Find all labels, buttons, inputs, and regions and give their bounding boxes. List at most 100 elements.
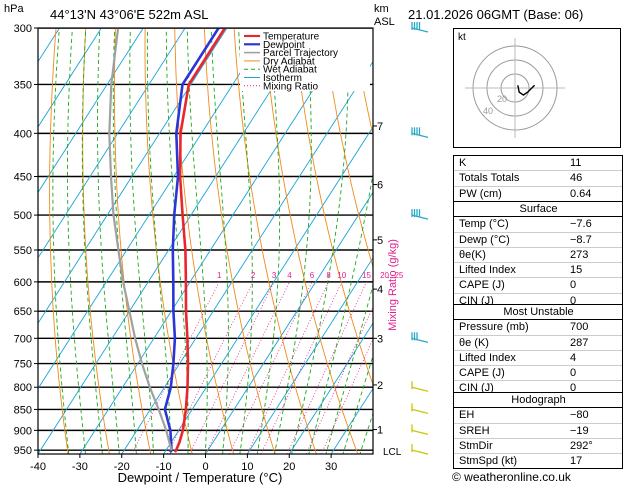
row-value: 292°: [570, 439, 593, 452]
wet-adiabat-line: [52, 28, 70, 454]
dry-adiabat-line: [322, 28, 373, 269]
wind-barb: [411, 444, 429, 455]
temp-tick-label: -30: [72, 461, 88, 473]
row-value: −80: [570, 409, 589, 422]
km-tick-label: 5: [377, 235, 383, 247]
hodograph-trace: [517, 84, 536, 96]
table-row: EH −80: [454, 408, 622, 424]
isotherm-line: [38, 28, 186, 259]
pressure-tick-label: 400: [14, 128, 32, 140]
mixing-ratio-label: 8: [326, 271, 331, 280]
wet-adiabat-line: [308, 171, 373, 454]
hodograph-rows: EH −80 SREH −19 StmDir 292° StmSpd (kt) 17: [454, 408, 622, 468]
mixing-ratio-line: [305, 306, 373, 454]
mixing-ratio-label: 4: [287, 271, 292, 280]
legend-entry: Parcel Trajectory: [263, 48, 338, 59]
parcel-trajectory-line: [108, 28, 173, 451]
row-label: Totals Totals: [459, 172, 520, 185]
mixing-ratio-line: [260, 281, 343, 454]
table-row: Pressure (mb) 700: [454, 320, 622, 336]
wind-barb: [411, 22, 429, 33]
row-value: 4: [570, 351, 577, 364]
table-row: CIN (J) 0: [454, 381, 622, 395]
surface-rows: Temp (°C) −7.6 Dewp (°C) −8.7 θe(K) 273 Lifted…: [454, 217, 622, 308]
wind-barb-staff: [411, 449, 429, 455]
mixing-ratio-label: 3: [272, 271, 277, 280]
wind-barb: [411, 332, 429, 343]
wet-adiabat-line: [165, 28, 189, 454]
most-unstable-table: Most Unstable Pressure (mb) 700 θe (K) 287 L…: [453, 304, 623, 397]
isotherm-line: [121, 60, 373, 454]
wind-barb: [411, 403, 429, 415]
hodograph-ring-label: 20: [497, 94, 507, 104]
mixing-ratio-line: [229, 281, 313, 454]
mixing-ratio-line: [205, 281, 290, 454]
wet-adiabat-line: [67, 28, 86, 454]
isotherm-line: [205, 191, 373, 454]
mixing-ratio-label: 2: [251, 271, 256, 280]
row-label: CIN (J): [459, 294, 494, 307]
wet-adiabat-line: [273, 28, 312, 454]
temp-tick-label: -20: [114, 461, 130, 473]
lcl-label: LCL: [383, 447, 402, 458]
hodograph-ring-label: 40: [483, 106, 493, 116]
mixing-ratio-line: [189, 281, 275, 454]
row-value: 273: [570, 248, 589, 261]
isotherm-line: [79, 28, 354, 454]
table-row: CAPE (J) 0: [454, 278, 622, 294]
km-tick-label: 2: [377, 380, 383, 392]
pressure-unit-label: hPa: [4, 3, 24, 15]
row-label: Temp (°C): [459, 218, 509, 231]
wet-adiabat-line: [256, 28, 281, 454]
temp-tick-label: -40: [30, 461, 46, 473]
stability-indices-table: K 11 Totals Totals 46 PW (cm) 0.64: [453, 155, 623, 202]
row-value: 0: [570, 367, 577, 380]
legend-entry: Wet Adiabat: [263, 65, 317, 76]
table-row: K 11: [454, 156, 622, 172]
pressure-tick-label: 950: [14, 445, 32, 457]
row-label: Pressure (mb): [459, 321, 529, 334]
legend-entry: Dry Adiabat: [263, 56, 315, 67]
row-label: Lifted Index: [459, 264, 516, 277]
temp-tick-label: 20: [283, 461, 295, 473]
mixing-ratio-label: 25: [394, 271, 403, 280]
mixing-ratio-line: [167, 281, 254, 454]
table-row: StmSpd (kt) 17: [454, 454, 622, 468]
legend-entry: Dewpoint: [263, 40, 305, 51]
isotherm-line: [288, 322, 373, 454]
row-value: 17: [570, 455, 583, 468]
indices-list: K 11 Totals Totals 46 PW (cm) 0.64: [454, 156, 622, 201]
wind-barb-staff: [411, 429, 429, 435]
table-row: StmDir 292°: [454, 439, 622, 455]
hodograph-table-title: Hodograph: [454, 393, 622, 409]
table-row: Lifted Index 4: [454, 351, 622, 367]
wet-adiabat-line: [81, 28, 103, 454]
hodograph-table: Hodograph EH −80 SREH −19 StmDir 292° StmSpd (…: [453, 392, 623, 470]
row-value: −8.7: [570, 233, 592, 246]
row-label: StmDir: [459, 439, 493, 452]
table-row: PW (cm) 0.64: [454, 187, 622, 201]
legend-box: [240, 29, 370, 91]
row-label: θe (K): [459, 336, 489, 349]
mixing-ratio-axis-label: Mixing Ratio (g/kg): [387, 239, 399, 331]
isotherm-line: [246, 256, 373, 454]
km-tick-label: 3: [377, 333, 383, 345]
pressure-tick-label: 750: [14, 359, 32, 371]
mixing-ratio-line: [246, 281, 329, 454]
mixing-ratio-label: 20: [380, 271, 389, 280]
wind-barb: [411, 381, 429, 392]
table-row: SREH −19: [454, 424, 622, 439]
dry-adiabat-line: [144, 28, 193, 454]
dry-adiabat-line: [203, 28, 276, 454]
dry-adiabat-line: [292, 28, 373, 386]
row-value: 0.64: [570, 187, 592, 200]
temp-tick-label: 10: [241, 461, 253, 473]
dry-adiabat-line: [49, 28, 69, 454]
isotherm-line: [38, 28, 102, 128]
wet-adiabat-line: [325, 283, 373, 454]
legend-entry: Temperature: [263, 32, 320, 43]
dewpoint-line: [163, 28, 220, 453]
hodograph-unit: kt: [458, 32, 466, 43]
km-tick-label: 6: [377, 180, 383, 192]
